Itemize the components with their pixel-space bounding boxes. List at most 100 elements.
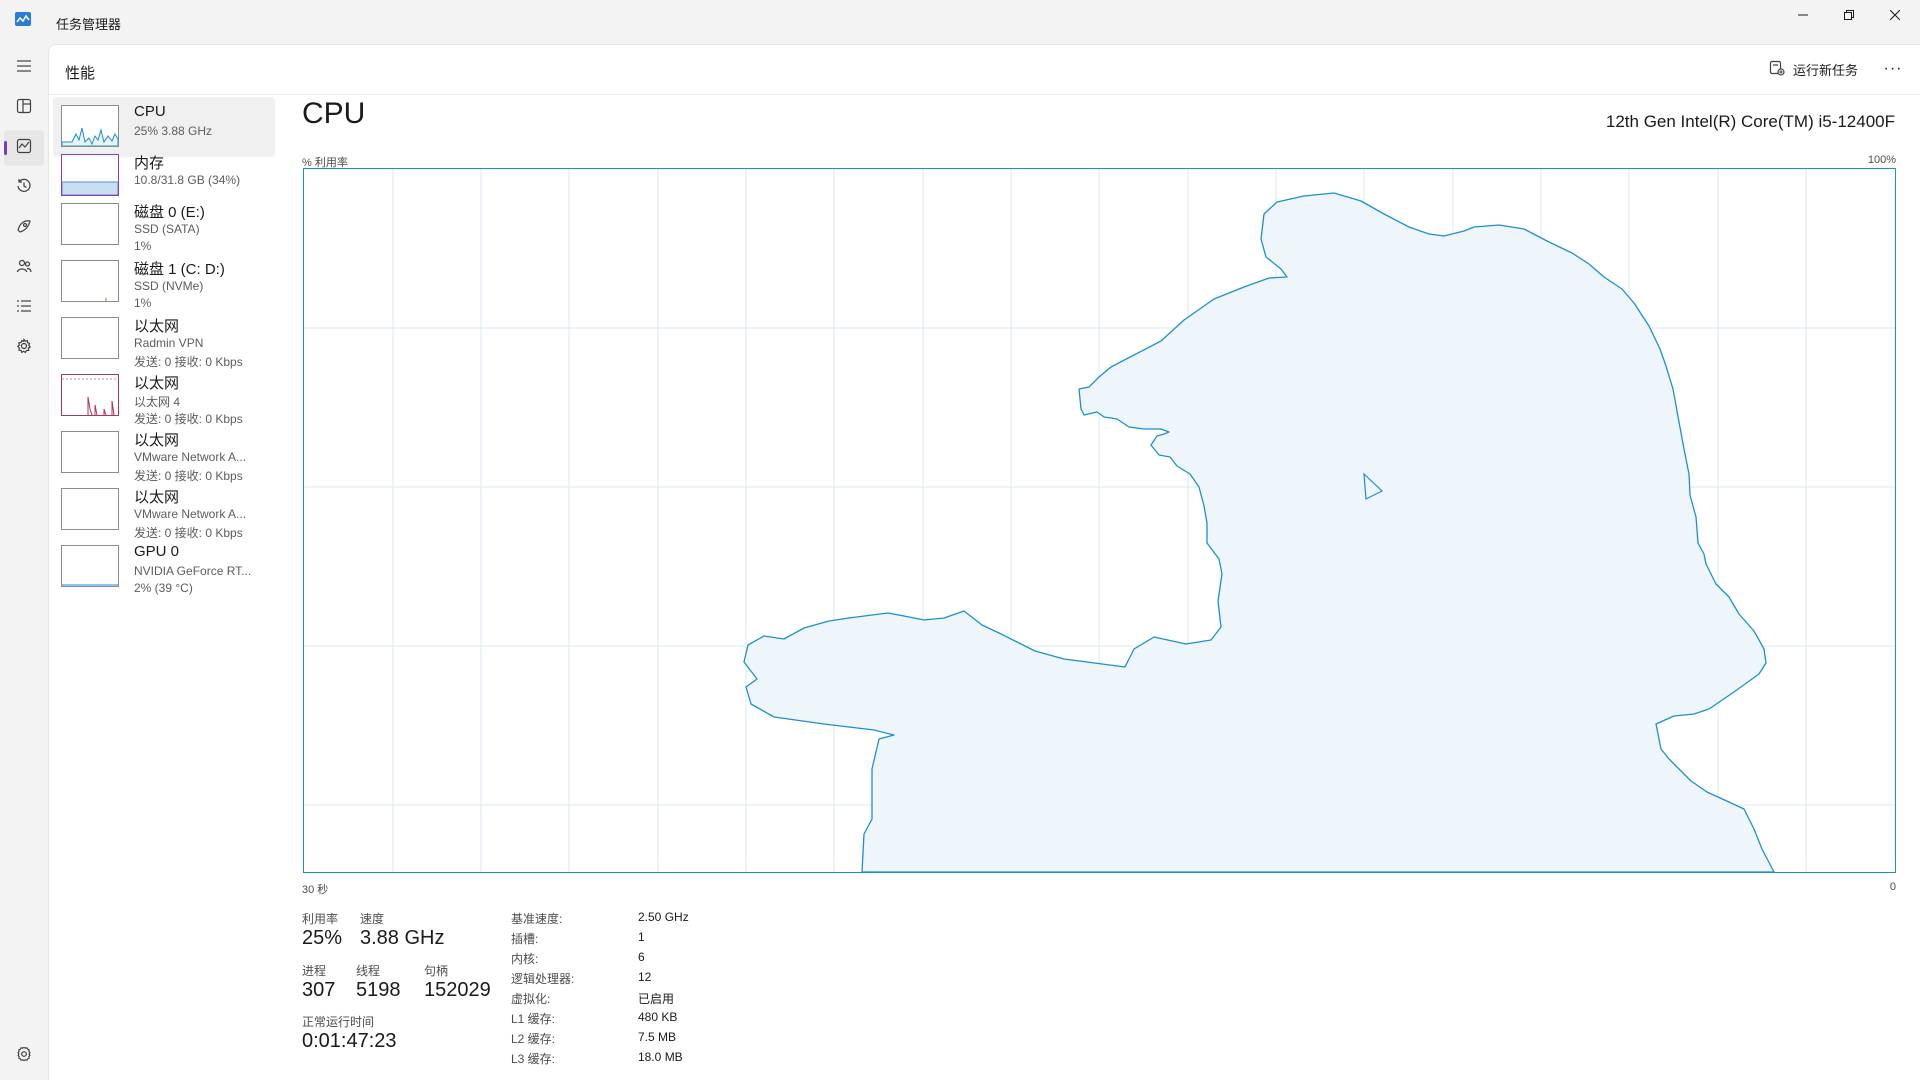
cpu-usage-trace (743, 192, 1775, 872)
spec-key: L1 缓存: (511, 1012, 556, 1026)
device-disk-1[interactable]: 磁盘 1 (C: D:) SSD (NVMe) 1% (53, 252, 275, 312)
spec-value: 480 KB (638, 1010, 678, 1024)
run-new-task-button[interactable]: 运行新任务 (1769, 60, 1858, 79)
device-detail: 10.8/31.8 GB (34%) (134, 173, 241, 187)
nav-performance[interactable] (4, 130, 44, 166)
x-axis-start: 30 秒 (302, 884, 329, 896)
device-name: CPU (134, 103, 166, 120)
device-name: GPU 0 (134, 543, 180, 560)
device-detail: NVIDIA GeForce RT... (134, 564, 252, 578)
more-options-button[interactable]: ··· (1883, 60, 1903, 77)
network-thumbnail-graph (61, 431, 119, 473)
device-usage: 1% (134, 296, 152, 310)
processes-icon (16, 98, 32, 119)
device-usage: 1% (134, 239, 152, 253)
spec-value: 6 (638, 950, 645, 964)
run-task-label: 运行新任务 (1792, 63, 1858, 78)
y-axis-label: % 利用率 (302, 157, 348, 169)
nav-settings[interactable] (4, 1038, 44, 1074)
device-name: 磁盘 1 (C: D:) (134, 261, 225, 278)
spec-key: 基准速度: (511, 912, 563, 926)
run-task-icon (1769, 60, 1785, 79)
disk-thumbnail-graph (61, 203, 119, 245)
performance-icon (16, 138, 32, 159)
device-disk-0[interactable]: 磁盘 0 (E:) SSD (SATA) 1% (53, 195, 275, 255)
device-usage: 2% (39 °C) (134, 581, 193, 595)
device-memory[interactable]: 内存 10.8/31.8 GB (34%) (53, 146, 275, 206)
nav-app-history[interactable] (4, 170, 44, 206)
spec-key: 逻辑处理器: (511, 972, 575, 986)
app-history-icon (16, 178, 32, 199)
device-gpu-0[interactable]: GPU 0 NVIDIA GeForce RT... 2% (39 °C) (53, 537, 275, 597)
device-name: 以太网 (134, 432, 180, 449)
spec-value: 1 (638, 930, 645, 944)
disk-thumbnail-graph (61, 260, 119, 302)
uptime-label: 正常运行时间 (302, 1015, 375, 1029)
device-name: 以太网 (134, 489, 180, 506)
gpu-thumbnail-graph (61, 545, 119, 587)
device-detail: 25% 3.88 GHz (134, 124, 213, 138)
spec-value: 7.5 MB (638, 1030, 677, 1044)
page-header: 性能 运行新任务 ··· (49, 45, 1920, 95)
device-ethernet-vmware-2[interactable]: 以太网 VMware Network A... 发送: 0 接收: 0 Kbps (53, 480, 275, 540)
device-detail: VMware Network A... (134, 507, 247, 521)
minimize-button[interactable] (1780, 0, 1826, 30)
details-icon (16, 299, 32, 318)
cpu-model-name: 12th Gen Intel(R) Core(TM) i5-12400F (1605, 112, 1895, 131)
nav-users[interactable] (4, 250, 44, 286)
network-thumbnail-graph (61, 374, 119, 416)
page-title: 性能 (65, 65, 96, 82)
resource-title: CPU (302, 97, 366, 130)
restore-button[interactable] (1826, 0, 1872, 30)
spec-key: 插槽: (511, 932, 539, 946)
nav-processes[interactable] (4, 90, 44, 126)
utilization-value: 25% (302, 927, 343, 949)
device-ethernet-vmware-1[interactable]: 以太网 VMware Network A... 发送: 0 接收: 0 Kbps (53, 423, 275, 483)
speed-value: 3.88 GHz (360, 927, 445, 949)
device-cpu[interactable]: CPU 25% 3.88 GHz (53, 97, 275, 157)
spec-key: 虚拟化: (511, 992, 551, 1006)
main-pane: 性能 运行新任务 ··· CPU 25% 3.88 GHz (48, 44, 1920, 1080)
menu-button[interactable] (4, 50, 44, 86)
device-name: 内存 (134, 155, 165, 172)
network-thumbnail-graph (61, 317, 119, 359)
handles-value: 152029 (424, 979, 491, 1001)
device-throughput: 发送: 0 接收: 0 Kbps (134, 412, 243, 426)
device-detail: 以太网 4 (134, 395, 181, 409)
device-name: 磁盘 0 (E:) (134, 204, 205, 221)
device-list: CPU 25% 3.88 GHz 内存 10.8/31.8 GB (34%) 磁… (49, 97, 279, 1077)
device-ethernet-4[interactable]: 以太网 以太网 4 发送: 0 接收: 0 Kbps (53, 366, 275, 426)
device-detail: VMware Network A... (134, 450, 247, 464)
processes-label: 进程 (302, 964, 327, 978)
y-axis-max: 100% (1867, 154, 1896, 166)
memory-thumbnail-graph (61, 154, 119, 196)
device-detail: SSD (SATA) (134, 222, 200, 236)
spec-key: L2 缓存: (511, 1032, 556, 1046)
spec-value: 已启用 (638, 992, 675, 1006)
threads-label: 线程 (356, 964, 381, 978)
window-title: 任务管理器 (56, 17, 122, 32)
menu-icon (16, 59, 32, 78)
spec-key: L3 缓存: (511, 1052, 556, 1066)
nav-details[interactable] (4, 290, 44, 326)
startup-icon (16, 218, 32, 239)
threads-value: 5198 (356, 979, 401, 1001)
cpu-utilization-graph (303, 168, 1896, 873)
device-ethernet-radmin[interactable]: 以太网 Radmin VPN 发送: 0 接收: 0 Kbps (53, 309, 275, 369)
task-manager-app-icon (15, 12, 31, 31)
nav-startup[interactable] (4, 210, 44, 246)
services-icon (16, 337, 32, 359)
close-button[interactable] (1872, 0, 1918, 30)
utilization-label: 利用率 (302, 912, 339, 926)
settings-icon (16, 1046, 32, 1067)
nav-services[interactable] (4, 330, 44, 366)
x-axis-end: 0 (1889, 881, 1896, 893)
device-detail: SSD (NVMe) (134, 279, 204, 293)
network-thumbnail-graph (61, 488, 119, 530)
speed-label: 速度 (360, 912, 385, 926)
uptime-value: 0:01:47:23 (302, 1030, 397, 1052)
device-detail: Radmin VPN (134, 336, 204, 350)
spec-key: 内核: (511, 952, 539, 966)
spec-value: 12 (638, 970, 652, 984)
device-throughput: 发送: 0 接收: 0 Kbps (134, 526, 243, 540)
